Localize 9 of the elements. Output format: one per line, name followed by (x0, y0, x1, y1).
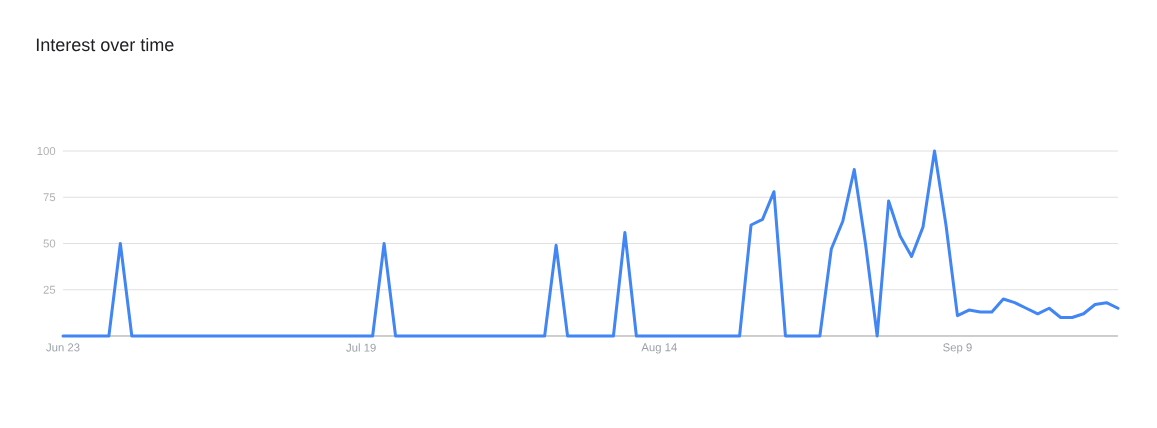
x-tick-label: Jun 23 (46, 343, 80, 352)
y-tick-label: 100 (37, 146, 56, 155)
y-tick-label: 75 (43, 193, 56, 202)
x-tick-label: Sep 9 (943, 343, 972, 354)
x-tick-label: Jul 19 (346, 343, 376, 352)
y-tick-label: 50 (43, 239, 56, 248)
chart-title: Interest over time (36, 37, 174, 52)
y-tick-label: 25 (43, 285, 56, 294)
x-tick-label: Aug 14 (641, 343, 677, 354)
